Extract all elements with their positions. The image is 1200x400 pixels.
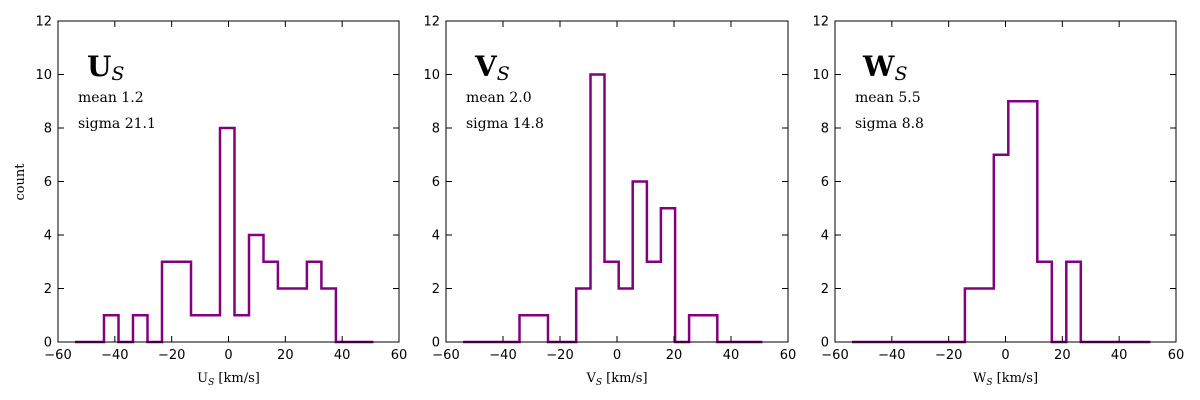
y-tick-label: 4 bbox=[44, 229, 52, 244]
y-tick-label: 0 bbox=[44, 336, 52, 351]
panel-title-subscript: S bbox=[497, 63, 510, 85]
y-tick-label: 6 bbox=[432, 175, 440, 190]
x-tick-label: −40 bbox=[489, 348, 516, 363]
histogram-outline bbox=[852, 100, 1151, 344]
panel-title: US bbox=[87, 50, 124, 85]
y-tick-label: 10 bbox=[423, 68, 440, 83]
x-tick-label: −60 bbox=[821, 348, 848, 363]
x-tick-label: −40 bbox=[878, 348, 905, 363]
mean-annotation: mean 2.0 bbox=[466, 90, 532, 106]
y-tick-label: 12 bbox=[423, 15, 440, 30]
mean-annotation: mean 5.5 bbox=[855, 90, 921, 106]
x-axis-label: US [km/s] bbox=[197, 371, 260, 388]
sigma-annotation: sigma 14.8 bbox=[466, 116, 544, 132]
panel-title-subscript: S bbox=[894, 63, 907, 85]
y-axis-label: count bbox=[13, 163, 28, 201]
y-tick-label: 6 bbox=[821, 175, 829, 190]
x-tick-label: 40 bbox=[723, 348, 740, 363]
x-tick-label: −60 bbox=[44, 348, 71, 363]
y-tick-label: 10 bbox=[35, 68, 52, 83]
panel-title-subscript: S bbox=[111, 63, 124, 85]
y-tick-label: 12 bbox=[812, 15, 829, 30]
x-tick-label: 20 bbox=[666, 348, 683, 363]
y-tick-label: 12 bbox=[35, 15, 52, 30]
y-tick-label: 8 bbox=[432, 122, 440, 137]
x-axis-label: VS [km/s] bbox=[585, 371, 647, 388]
panel-u: −60 −40 −20 0 20 40 60 0 2 4 6 8 10 12 US mean 1.2 si… bbox=[13, 15, 407, 389]
x-tick-label: −40 bbox=[101, 348, 128, 363]
panel-w: −60 −40 −20 0 20 40 60 0 2 4 6 8 10 12 WS mean 5.5 si… bbox=[812, 15, 1184, 389]
panel-title: WS bbox=[862, 50, 907, 85]
x-tick-label: −20 bbox=[546, 348, 573, 363]
y-tick-label: 4 bbox=[821, 229, 829, 244]
x-tick-label: −20 bbox=[158, 348, 185, 363]
mean-annotation: mean 1.2 bbox=[78, 90, 144, 106]
sigma-annotation: sigma 8.8 bbox=[855, 116, 924, 132]
x-tick-label: 60 bbox=[780, 348, 797, 363]
x-tick-label: 20 bbox=[1054, 348, 1071, 363]
x-tick-label: 60 bbox=[391, 348, 408, 363]
panel-v: −60 −40 −20 0 20 40 60 0 2 4 6 8 10 12 VS mean 2.0 si… bbox=[423, 15, 796, 389]
y-tick-label: 2 bbox=[821, 282, 829, 297]
x-tick-label: 40 bbox=[1111, 348, 1128, 363]
y-tick-label: 2 bbox=[44, 282, 52, 297]
x-axis-label: WS [km/s] bbox=[973, 371, 1038, 388]
y-tick-label: 0 bbox=[432, 336, 440, 351]
y-tick-label: 10 bbox=[812, 68, 829, 83]
x-tick-label: 60 bbox=[1168, 348, 1185, 363]
y-tick-label: 8 bbox=[44, 122, 52, 137]
x-tick-label: 0 bbox=[613, 348, 621, 363]
y-tick-label: 4 bbox=[432, 229, 440, 244]
x-tick-label: 0 bbox=[224, 348, 232, 363]
x-tick-label: −60 bbox=[432, 348, 459, 363]
x-tick-label: 40 bbox=[334, 348, 351, 363]
y-tick-label: 0 bbox=[821, 336, 829, 351]
y-tick-label: 2 bbox=[432, 282, 440, 297]
x-tick-label: −20 bbox=[935, 348, 962, 363]
x-tick-label: 20 bbox=[277, 348, 294, 363]
y-tick-label: 6 bbox=[44, 175, 52, 190]
sigma-annotation: sigma 21.1 bbox=[78, 116, 156, 132]
panel-title: VS bbox=[474, 50, 510, 85]
y-tick-label: 8 bbox=[821, 122, 829, 137]
x-tick-label: 0 bbox=[1001, 348, 1009, 363]
